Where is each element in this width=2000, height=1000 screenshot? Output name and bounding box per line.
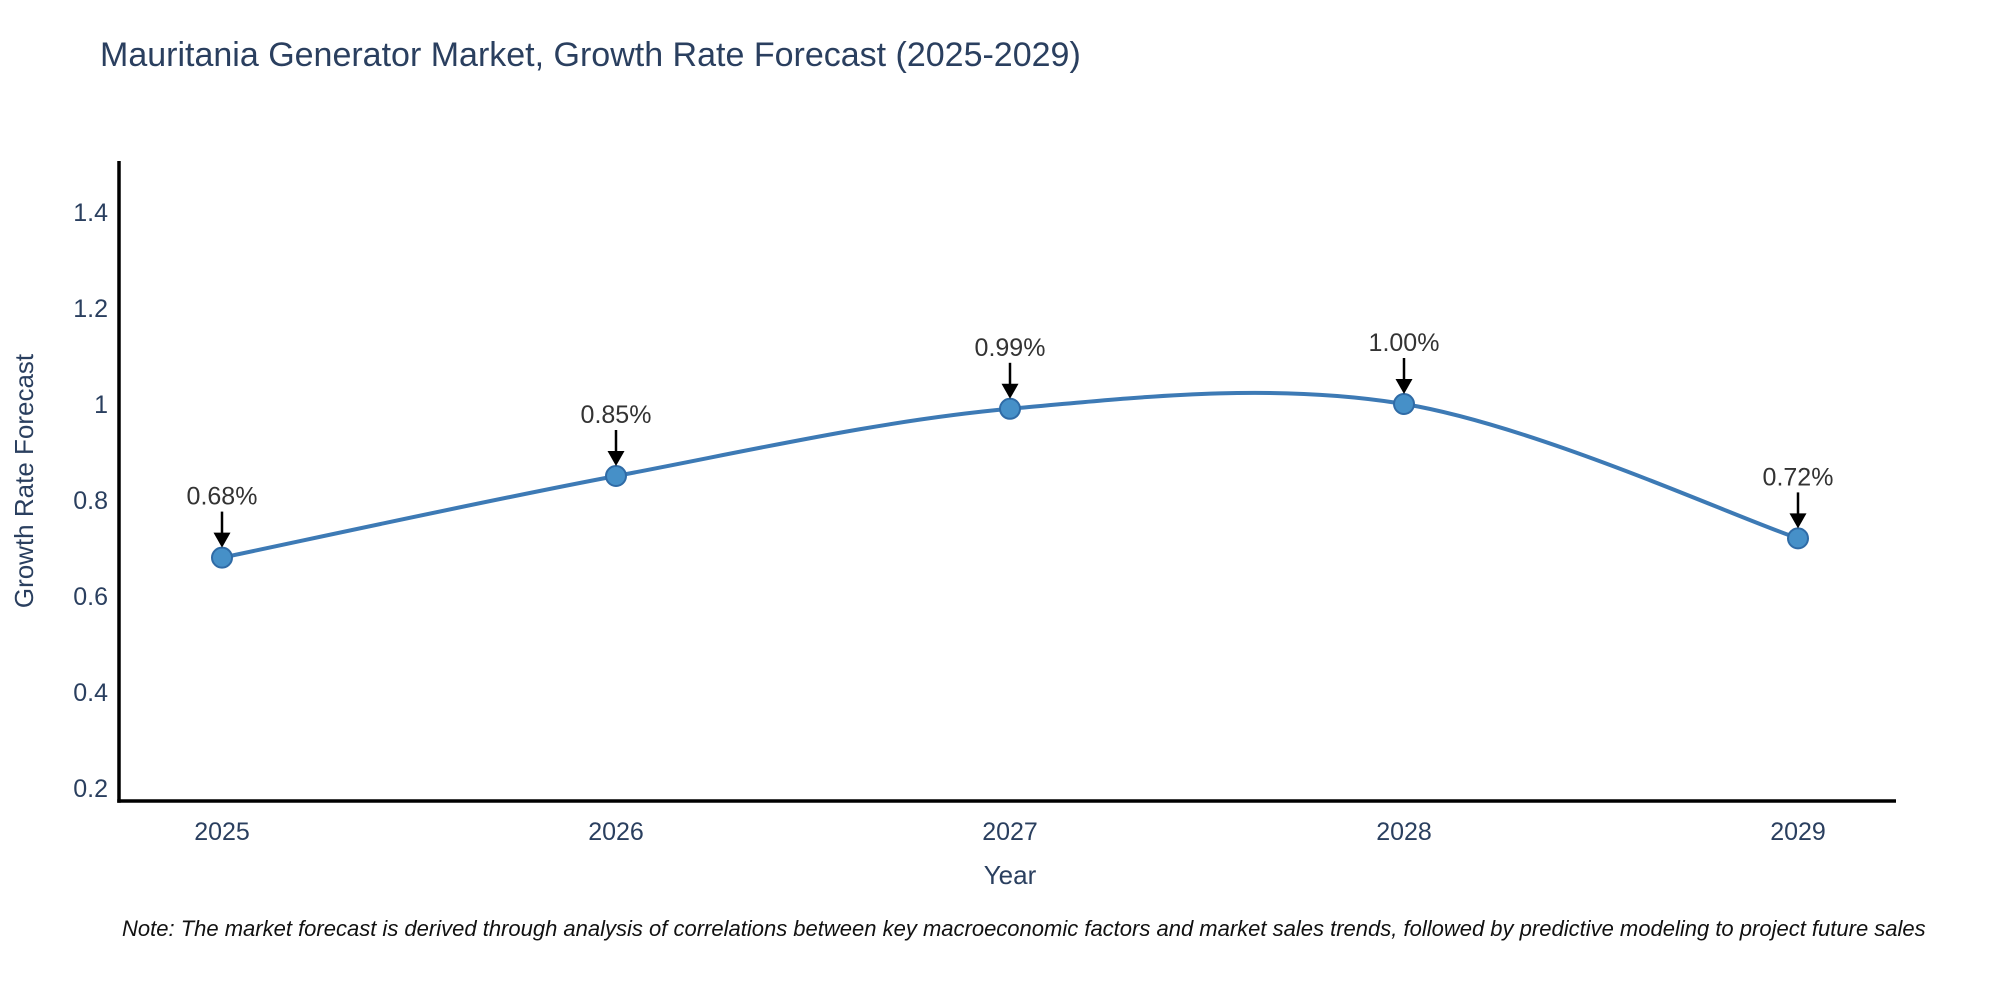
- annotation-arrowhead-icon: [1001, 383, 1019, 399]
- annotation-label: 1.00%: [1369, 329, 1440, 357]
- y-tick-label: 0.6: [73, 583, 108, 611]
- x-tick-label: 2027: [982, 818, 1038, 846]
- annotation-arrowhead-icon: [1395, 379, 1413, 394]
- x-tick-label: 2029: [1770, 818, 1826, 846]
- annotation-arrowhead-icon: [213, 532, 231, 548]
- annotation-label: 0.85%: [581, 401, 652, 429]
- annotation-arrowhead-icon: [607, 451, 625, 466]
- data-point-marker: [211, 546, 233, 569]
- y-tick-label: 1.2: [73, 295, 108, 323]
- y-tick-label: 1: [94, 391, 108, 419]
- annotation-label: 0.72%: [1763, 463, 1834, 491]
- x-tick-label: 2028: [1376, 818, 1432, 846]
- y-tick-label: 1.4: [73, 199, 108, 227]
- x-axis-title: Year: [984, 860, 1037, 890]
- y-axis-title: Growth Rate Forecast: [9, 353, 39, 608]
- data-point-marker: [1393, 393, 1415, 415]
- annotation-label: 0.99%: [975, 334, 1046, 362]
- data-point-marker: [605, 465, 627, 487]
- annotation-arrowhead-icon: [1789, 513, 1807, 529]
- chart-title: Mauritania Generator Market, Growth Rate…: [100, 36, 1081, 74]
- data-point-marker: [1787, 527, 1809, 550]
- data-point-marker: [999, 397, 1021, 420]
- annotation-label: 0.68%: [187, 483, 258, 511]
- y-tick-label: 0.4: [73, 679, 108, 707]
- x-tick-label: 2026: [588, 818, 644, 846]
- x-tick-label: 2025: [194, 818, 250, 846]
- y-tick-label: 0.2: [73, 775, 108, 803]
- y-tick-label: 0.8: [73, 487, 108, 515]
- footnote: Note: The market forecast is derived thr…: [122, 916, 1926, 941]
